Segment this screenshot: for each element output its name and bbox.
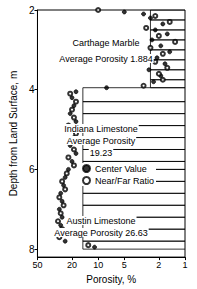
svg-text:Average Porosity: Average Porosity — [67, 136, 136, 146]
svg-text:Center Value: Center Value — [95, 164, 147, 174]
svg-text:Average Porosity 1.884: Average Porosity 1.884 — [59, 54, 152, 64]
svg-text:Near/Far Ratio: Near/Far Ratio — [95, 176, 154, 186]
svg-text:4: 4 — [29, 84, 35, 95]
svg-text:Depth from Land Surface, m: Depth from Land Surface, m — [8, 71, 19, 197]
svg-text:Carthage Marble: Carthage Marble — [72, 38, 139, 48]
svg-text:50: 50 — [32, 260, 42, 270]
svg-text:6: 6 — [29, 164, 35, 175]
svg-text:Indiana Limestone: Indiana Limestone — [64, 124, 138, 134]
svg-text:5: 5 — [122, 260, 127, 270]
svg-text:2: 2 — [29, 5, 35, 16]
svg-text:Porosity, %: Porosity, % — [86, 274, 136, 285]
svg-text:2: 2 — [156, 260, 161, 270]
svg-text:19.23: 19.23 — [90, 148, 113, 158]
svg-text:1: 1 — [182, 260, 187, 270]
svg-text:Average Porosity 26.63: Average Porosity 26.63 — [54, 228, 147, 238]
svg-text:10: 10 — [93, 260, 103, 270]
svg-text:Austin Limestone: Austin Limestone — [66, 216, 135, 226]
svg-text:8: 8 — [29, 244, 35, 255]
svg-text:20: 20 — [67, 260, 77, 270]
